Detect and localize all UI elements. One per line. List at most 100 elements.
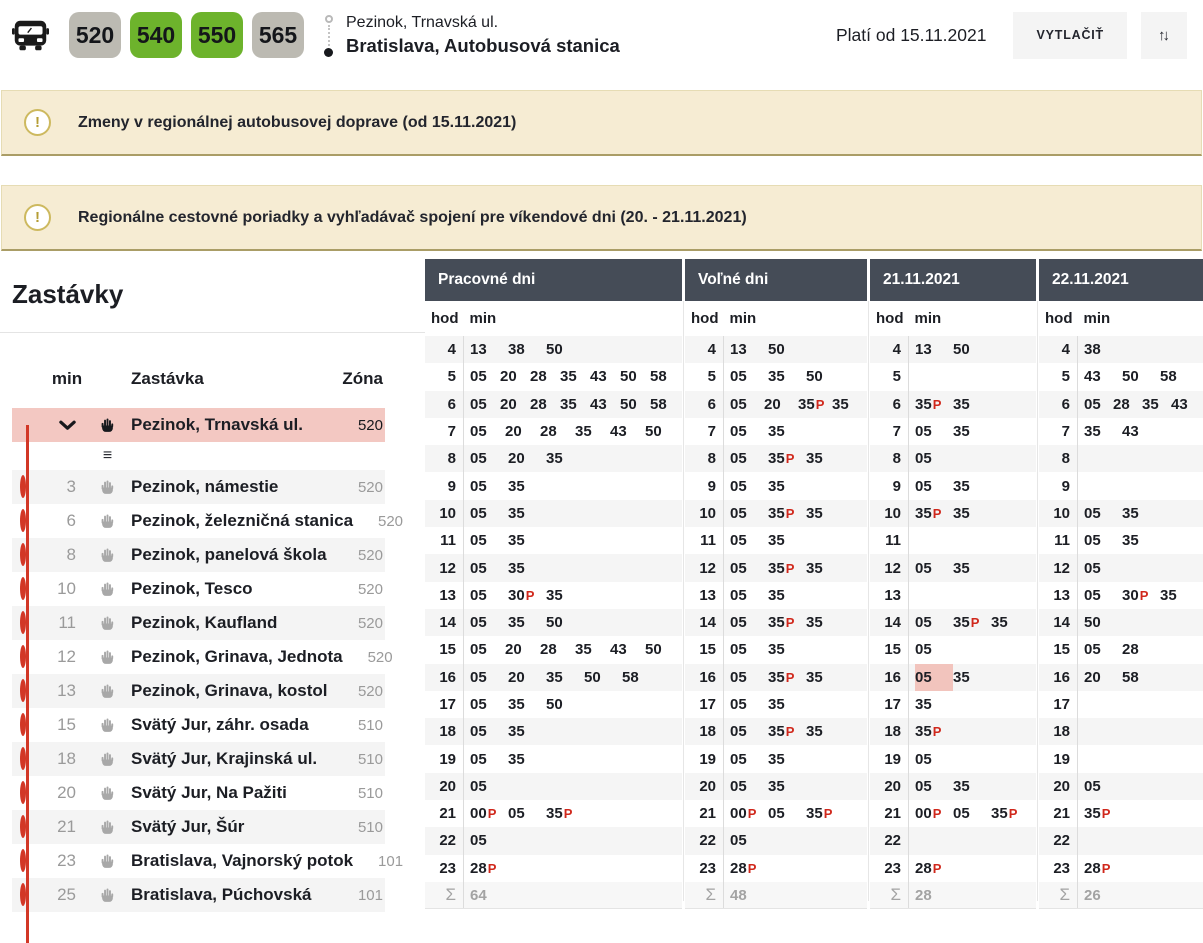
stop-row[interactable]: 8 Pezinok, panelová škola 520	[12, 538, 385, 572]
departure-minute[interactable]: 28	[1113, 395, 1130, 413]
departure-minute[interactable]: 43	[1171, 395, 1188, 413]
stop-name[interactable]: Pezinok, Tesco	[131, 579, 253, 598]
departure-minute[interactable]: 05	[470, 450, 487, 468]
departure-minute[interactable]: 05	[915, 750, 932, 768]
departure-minute[interactable]: 35	[806, 450, 823, 468]
departure-minute[interactable]: 05	[730, 504, 747, 522]
departure-minute[interactable]: 05	[953, 805, 970, 823]
departure-minute[interactable]: 35 P	[1084, 805, 1111, 823]
departure-minute[interactable]: 50	[953, 341, 970, 359]
departure-minute[interactable]: 05	[730, 614, 747, 632]
departure-minute[interactable]: 35	[953, 668, 970, 686]
departure-minute[interactable]: 35 P	[915, 395, 942, 413]
departure-minute[interactable]: 05	[470, 723, 487, 741]
stop-row[interactable]: 18 Svätý Jur, Krajinská ul. 510	[12, 742, 385, 776]
departure-minute[interactable]: 20	[508, 668, 525, 686]
departure-minute[interactable]: 30 P	[1122, 586, 1149, 604]
departure-minute[interactable]: 20	[500, 368, 517, 386]
departure-minute[interactable]: 05	[915, 477, 932, 495]
departure-minute[interactable]: 05	[730, 723, 747, 741]
departure-minute[interactable]: 28	[530, 368, 547, 386]
departure-minute[interactable]: 35	[953, 559, 970, 577]
route-badge-520[interactable]: 520	[69, 12, 121, 58]
swap-direction-button[interactable]: ↑↓	[1141, 11, 1187, 59]
departure-minute[interactable]: 28	[540, 641, 557, 659]
departure-minute[interactable]: 05	[1084, 559, 1101, 577]
departure-minute[interactable]: 28	[530, 395, 547, 413]
route-badge-550[interactable]: 550	[191, 12, 243, 58]
departure-minute[interactable]: 50	[806, 368, 823, 386]
departure-minute[interactable]: 05	[470, 423, 487, 441]
departure-minute[interactable]: 35	[575, 641, 592, 659]
departure-minute[interactable]: 28	[1122, 641, 1139, 659]
departure-minute[interactable]: 50	[620, 395, 637, 413]
departure-minute[interactable]: 05	[730, 696, 747, 713]
departure-minute[interactable]: 05	[915, 641, 932, 659]
departure-minute[interactable]: 35	[560, 368, 577, 386]
departure-minute[interactable]: 05	[470, 504, 487, 522]
stop-name[interactable]: Svätý Jur, Krajinská ul.	[131, 749, 318, 768]
departure-minute[interactable]: 05	[730, 395, 747, 413]
departure-minute[interactable]: 05	[470, 368, 487, 386]
departure-minute[interactable]: 05	[768, 805, 785, 823]
departure-minute[interactable]: 58	[622, 668, 639, 686]
departure-minute[interactable]: 35	[508, 532, 525, 550]
departure-minute[interactable]: 20	[764, 395, 781, 413]
departure-minute[interactable]: 43	[610, 423, 627, 441]
stop-row[interactable]: 23 Bratislava, Vajnorský potok 101	[12, 844, 403, 878]
departure-minute[interactable]: 35	[768, 532, 785, 550]
departure-minute[interactable]: 20	[505, 641, 522, 659]
departure-minute[interactable]: 35 P	[806, 805, 833, 823]
departure-minute[interactable]: 05	[730, 832, 747, 850]
departure-minute[interactable]: 35 P	[768, 450, 795, 468]
departure-minute[interactable]: 35	[1084, 423, 1101, 441]
departure-minute[interactable]: 05	[470, 586, 487, 604]
departure-minute[interactable]: 05	[1084, 641, 1101, 659]
departure-minute[interactable]: 05	[470, 532, 487, 550]
departure-minute[interactable]: 43	[1122, 423, 1139, 441]
departure-minute[interactable]: 43	[590, 368, 607, 386]
departure-minute[interactable]: 35 P	[768, 614, 795, 632]
departure-minute[interactable]: 35 P	[798, 395, 825, 413]
departure-minute[interactable]: 05	[730, 559, 747, 577]
departure-minute[interactable]: 05	[730, 641, 747, 659]
stop-row[interactable]: 11 Pezinok, Kaufland 520	[12, 606, 385, 640]
departure-minute[interactable]: 35 P	[768, 668, 795, 686]
departure-minute[interactable]: 35	[508, 559, 525, 577]
departure-minute[interactable]: 28 P	[730, 859, 757, 877]
departure-minute[interactable]: 28 P	[915, 859, 942, 877]
departure-minute[interactable]: 13	[730, 341, 747, 359]
departure-minute[interactable]: 35	[508, 504, 525, 522]
departure-minute[interactable]: 13	[470, 341, 487, 359]
stop-name[interactable]: Pezinok, železničná stanica	[131, 511, 354, 530]
departure-minute[interactable]: 35	[508, 696, 525, 713]
departure-minute[interactable]: 05	[1084, 777, 1101, 795]
departure-minute[interactable]: 05	[730, 668, 747, 686]
departure-minute[interactable]: 50	[768, 341, 785, 359]
departure-minute[interactable]: 05	[730, 477, 747, 495]
alert-banner[interactable]: ! Zmeny v regionálnej autobusovej doprav…	[1, 90, 1202, 156]
stop-name[interactable]: Pezinok, Kaufland	[131, 613, 278, 632]
departure-minute[interactable]: 35	[991, 614, 1008, 632]
departure-minute[interactable]: 35	[806, 504, 823, 522]
departure-minute[interactable]: 35	[953, 477, 970, 495]
departure-minute[interactable]: 05	[470, 641, 487, 659]
stop-row[interactable]: 21 Svätý Jur, Šúr 510	[12, 810, 385, 844]
departure-minute[interactable]: 35	[953, 504, 970, 522]
departure-minute[interactable]: 35	[806, 614, 823, 632]
departure-minute[interactable]: 05	[730, 750, 747, 768]
stop-row[interactable]: 10 Pezinok, Tesco 520	[12, 572, 385, 606]
departure-minute[interactable]: 05	[470, 614, 487, 632]
departure-minute[interactable]: 05	[915, 559, 932, 577]
stop-row[interactable]: 25 Bratislava, Púchovská 101	[12, 878, 385, 912]
departure-minute[interactable]: 35	[806, 668, 823, 686]
departure-minute[interactable]: 35	[546, 668, 563, 686]
departure-minute[interactable]: 35	[768, 477, 785, 495]
departure-minute[interactable]: 05	[730, 368, 747, 386]
stop-name[interactable]: Svätý Jur, Šúr	[131, 817, 245, 836]
stop-row[interactable]: 13 Pezinok, Grinava, kostol 520	[12, 674, 385, 708]
departure-minute[interactable]: 35	[806, 723, 823, 741]
departure-minute[interactable]: 05	[1084, 532, 1101, 550]
departure-minute[interactable]: 35	[508, 750, 525, 768]
departure-minute[interactable]: 58	[1122, 668, 1139, 686]
